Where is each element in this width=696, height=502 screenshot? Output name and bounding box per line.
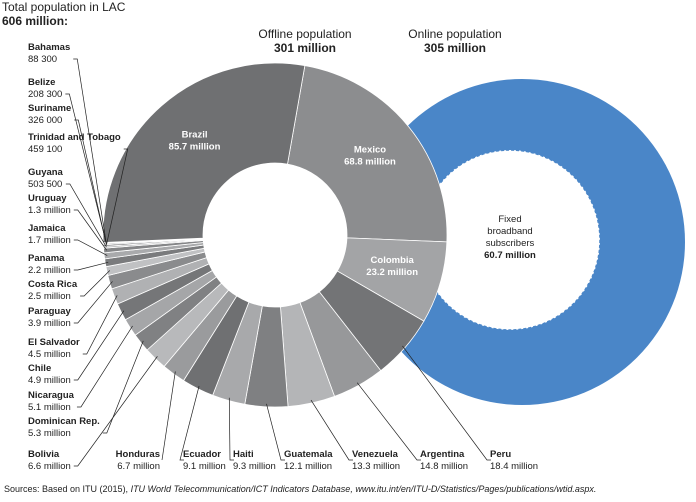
label-name: Chile <box>28 363 51 374</box>
note-part: Sources: Based on ITU (2015), <box>4 484 131 494</box>
broadband-text: subscribers <box>486 238 535 249</box>
label-value: 4.9 million <box>28 375 71 386</box>
label-name: Suriname <box>28 103 71 114</box>
label-name: Ecuador <box>183 449 221 460</box>
note-part: ITU World Telecommunication/ICT Indicato… <box>131 484 597 494</box>
online-label: Online population <box>408 27 501 41</box>
leader-line <box>310 399 353 461</box>
label-name: Bolivia <box>28 449 60 460</box>
leader-line <box>73 356 158 467</box>
leader-line <box>266 403 285 461</box>
broadband-text: Fixed <box>498 214 521 225</box>
leader-line <box>80 270 111 297</box>
leader-line <box>179 385 200 461</box>
label-name: Costa Rica <box>28 279 78 290</box>
label-name: Nicaragua <box>28 390 75 401</box>
label-name: Trinidad and Tobago <box>28 132 121 143</box>
slice-value: 68.8 million <box>344 156 396 167</box>
label-value: 9.1 million <box>183 461 226 472</box>
label-name: Paraguay <box>28 306 71 317</box>
label-name: Argentina <box>420 449 465 460</box>
slice-name: Brazil <box>182 129 208 140</box>
label-name: Peru <box>490 449 511 460</box>
label-value: 9.3 million <box>233 461 276 472</box>
broadband-text: broadband <box>487 226 532 237</box>
label-value: 5.3 million <box>28 428 71 439</box>
label-value: 6.6 million <box>28 461 71 472</box>
leader-line <box>65 183 107 248</box>
label-value: 2.2 million <box>28 265 71 276</box>
leader-line <box>73 261 109 271</box>
label-value: 12.1 million <box>284 461 332 472</box>
slice-value: 85.7 million <box>169 141 221 152</box>
leader-line <box>76 325 133 408</box>
leader-line <box>73 209 107 251</box>
online-value: 305 million <box>424 41 486 55</box>
leader-line <box>356 382 421 461</box>
leader-line <box>73 281 113 324</box>
label-name: Guyana <box>28 167 64 178</box>
offline-value: 301 million <box>274 41 336 55</box>
label-name: El Salvador <box>28 337 80 348</box>
leader-line <box>161 371 176 461</box>
label-value: 503 500 <box>28 179 62 190</box>
label-value: 13.3 million <box>352 461 400 472</box>
leader-line <box>105 148 129 246</box>
label-value: 88 300 <box>28 54 57 65</box>
leader-line <box>402 345 491 461</box>
label-value: 14.8 million <box>420 461 468 472</box>
label-value: 5.1 million <box>28 402 71 413</box>
hole <box>203 163 347 307</box>
leader-line <box>73 58 107 243</box>
chart-subtitle: 606 million: <box>2 14 68 28</box>
label-name: Honduras <box>116 449 160 460</box>
chart-title: Total population in LAC <box>2 0 126 14</box>
label-name: Panama <box>28 253 65 264</box>
label-value: 1.7 million <box>28 235 71 246</box>
leader-line <box>102 340 144 434</box>
label-value: 1.3 million <box>28 205 71 216</box>
leader-line <box>73 310 125 381</box>
label-value: 6.7 million <box>117 461 160 472</box>
label-value: 326 000 <box>28 115 62 126</box>
label-name: Venezuela <box>352 449 399 460</box>
offline-label: Offline population <box>258 27 351 41</box>
leader-line <box>228 397 234 461</box>
label-name: Bahamas <box>28 42 70 53</box>
label-name: Belize <box>28 77 55 88</box>
slice-name: Mexico <box>354 144 386 155</box>
label-name: Guatemala <box>284 449 333 460</box>
slice-name: Colombia <box>371 255 415 266</box>
leader-line <box>65 93 107 244</box>
label-value: 208 300 <box>28 89 62 100</box>
label-value: 4.5 million <box>28 349 71 360</box>
label-name: Dominican Rep. <box>28 416 100 427</box>
label-value: 459 100 <box>28 144 62 155</box>
label-value: 18.4 million <box>490 461 538 472</box>
label-name: Haiti <box>233 449 254 460</box>
label-name: Jamaica <box>28 223 66 234</box>
slice-value: 23.2 million <box>366 267 418 278</box>
label-value: 2.5 million <box>28 291 71 302</box>
label-value: 3.9 million <box>28 318 71 329</box>
source-note: Sources: Based on ITU (2015), ITU World … <box>4 484 596 494</box>
broadband-text: 60.7 million <box>484 250 536 261</box>
leader-line <box>73 239 108 256</box>
leader-line <box>82 295 118 355</box>
label-name: Uruguay <box>28 193 67 204</box>
